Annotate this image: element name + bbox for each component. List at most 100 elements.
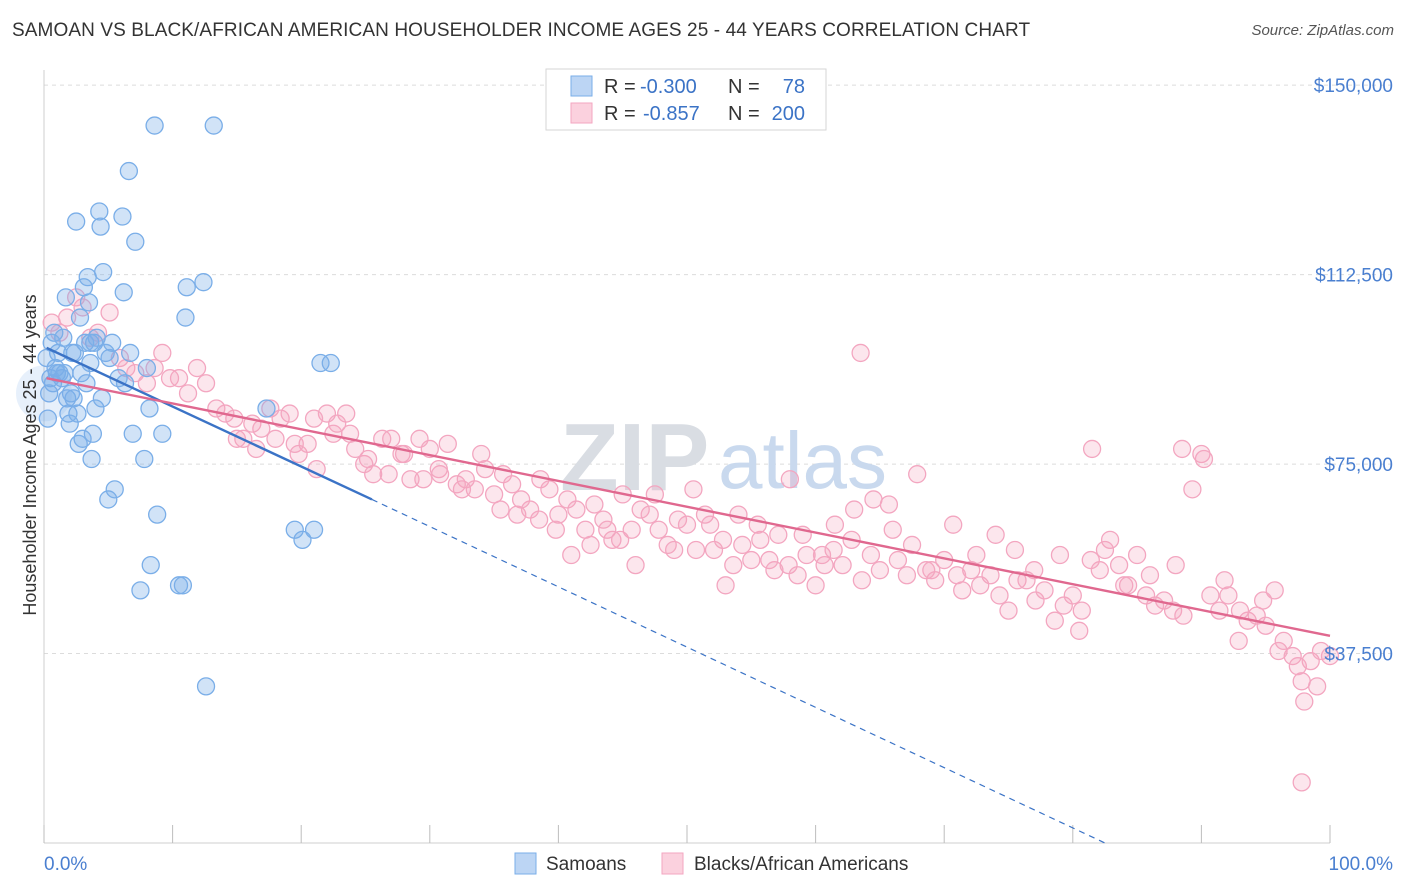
black-point (1005, 540, 1025, 560)
samoan-point (103, 333, 122, 352)
black-point (298, 434, 317, 454)
black-point (986, 525, 1005, 544)
black-point (1127, 545, 1147, 565)
samoan-point (54, 328, 73, 347)
black-point (797, 545, 816, 565)
series-black-points (42, 288, 1340, 792)
black-point (631, 500, 650, 519)
black-point (626, 555, 645, 575)
black-point (967, 545, 986, 565)
samoan-point (114, 283, 133, 302)
samoan-point (60, 414, 79, 433)
black-point (178, 384, 198, 403)
black-point (1274, 631, 1293, 651)
black-point (603, 530, 622, 550)
black-point (1063, 586, 1082, 605)
black-point (549, 505, 568, 524)
black-point (852, 571, 872, 590)
black-point (508, 505, 527, 524)
black-point (684, 480, 703, 499)
black-point (364, 465, 383, 484)
samoan-point (140, 399, 159, 418)
samoan-point (137, 358, 157, 378)
samoan-point (145, 116, 164, 135)
black-point (1140, 566, 1160, 585)
samoan-point (321, 353, 340, 373)
samoan-point (64, 389, 83, 408)
black-trend-line (46, 377, 1331, 638)
black-point (1100, 530, 1120, 550)
black-point (716, 576, 735, 595)
x-tick-label-max: 100.0% (1329, 854, 1394, 875)
black-point (765, 561, 784, 580)
samoan-point (141, 555, 160, 575)
y-tick-labels: $37,500 $75,000 $112,500 $150,000 (1314, 76, 1393, 665)
legend-r-label-samoan: R = (604, 76, 636, 98)
grid-lines (44, 84, 1395, 655)
black-point (864, 490, 883, 509)
black-point (1070, 621, 1089, 640)
black-point (465, 480, 484, 499)
black-point (1095, 540, 1115, 560)
samoan-point (123, 424, 142, 443)
legend-n-label-samoan: N = (728, 76, 760, 98)
black-point (947, 566, 967, 585)
samoan-trend-extension (371, 498, 1106, 844)
black-point (567, 500, 586, 519)
samoan-point (70, 308, 90, 327)
black-point (585, 495, 604, 514)
black-point (484, 485, 504, 504)
black-point (546, 520, 565, 539)
samoan-point (87, 328, 106, 347)
black-point (1172, 439, 1192, 459)
black-point (1253, 591, 1273, 610)
black-point (280, 404, 299, 423)
samoan-point (257, 399, 276, 418)
black-point (475, 459, 495, 479)
black-point (1115, 576, 1134, 595)
black-point (788, 566, 807, 585)
samoan-point (78, 267, 97, 287)
black-point (649, 520, 668, 539)
black-point (358, 449, 378, 469)
black-point (953, 581, 972, 600)
black-point (944, 515, 963, 534)
black-point (700, 515, 720, 534)
samoan-point (304, 520, 324, 539)
samoan-point (204, 116, 223, 135)
black-point (845, 500, 864, 519)
samoan-trend-line (46, 346, 373, 501)
black-point (851, 343, 870, 363)
black-point (447, 475, 466, 494)
black-point (452, 480, 472, 499)
black-point (502, 475, 522, 494)
samoan-point (105, 480, 124, 499)
black-point (668, 510, 688, 529)
black-point (266, 429, 285, 448)
y-tick-label: $37,500 (1324, 645, 1393, 666)
trend-lines (46, 346, 1331, 844)
black-point (1174, 606, 1193, 625)
black-point (57, 308, 77, 327)
samoan-point (67, 212, 86, 231)
black-point (926, 571, 945, 590)
black-point (153, 343, 172, 363)
legend-r-value-black: -0.857 (643, 103, 700, 125)
source-text: Source: ZipAtlas.com (1251, 22, 1394, 39)
black-point (686, 540, 706, 560)
black-point (769, 525, 788, 544)
black-point (729, 505, 748, 524)
black-point (337, 404, 356, 423)
samoan-point (126, 232, 145, 251)
black-point (576, 520, 595, 539)
black-point (304, 409, 324, 428)
samoan-point (176, 308, 195, 327)
black-point (990, 586, 1009, 605)
y-tick-label: $112,500 (1315, 266, 1393, 287)
black-point (1265, 581, 1284, 600)
samoan-point (131, 581, 150, 600)
legend-swatch-black (570, 102, 593, 124)
samoan-point (135, 449, 154, 469)
black-point (307, 459, 326, 479)
black-point (897, 566, 917, 585)
